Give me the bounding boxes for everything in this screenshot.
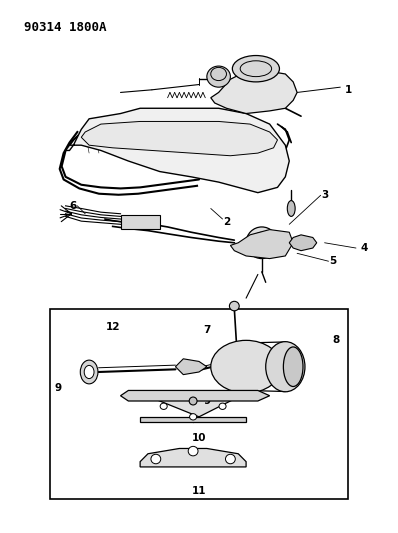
Ellipse shape [188,446,198,456]
Text: 2: 2 [223,217,230,227]
Text: 12: 12 [105,322,120,332]
Text: 6: 6 [70,201,77,211]
Ellipse shape [211,341,281,393]
Ellipse shape [207,66,230,87]
Ellipse shape [246,227,277,259]
Polygon shape [66,108,289,192]
Text: 7: 7 [203,325,211,335]
Text: 5: 5 [329,256,336,266]
Bar [50,309,348,498]
Ellipse shape [80,360,98,384]
Text: 10: 10 [192,433,206,443]
Polygon shape [140,448,246,467]
Polygon shape [211,71,297,114]
Ellipse shape [160,403,167,409]
Text: 9: 9 [203,396,211,406]
Polygon shape [289,235,317,251]
Text: 8: 8 [333,335,340,345]
Polygon shape [176,359,207,375]
Text: 3: 3 [321,190,328,200]
Ellipse shape [219,403,226,409]
Polygon shape [140,417,246,422]
Ellipse shape [283,347,303,386]
Text: 90314 1800A: 90314 1800A [24,21,107,34]
Text: 1: 1 [345,85,352,95]
Text: 4: 4 [360,243,367,253]
Ellipse shape [266,342,305,392]
Ellipse shape [287,200,295,216]
Ellipse shape [226,454,235,464]
Ellipse shape [189,414,197,420]
Ellipse shape [189,397,197,405]
Polygon shape [230,230,293,259]
Polygon shape [140,393,246,417]
Ellipse shape [84,366,94,378]
Ellipse shape [151,454,161,464]
Text: 9: 9 [54,383,61,393]
Polygon shape [121,215,160,229]
Ellipse shape [229,301,239,311]
Polygon shape [121,391,269,401]
Text: 11: 11 [192,486,206,496]
Ellipse shape [232,55,279,82]
Polygon shape [81,122,277,156]
